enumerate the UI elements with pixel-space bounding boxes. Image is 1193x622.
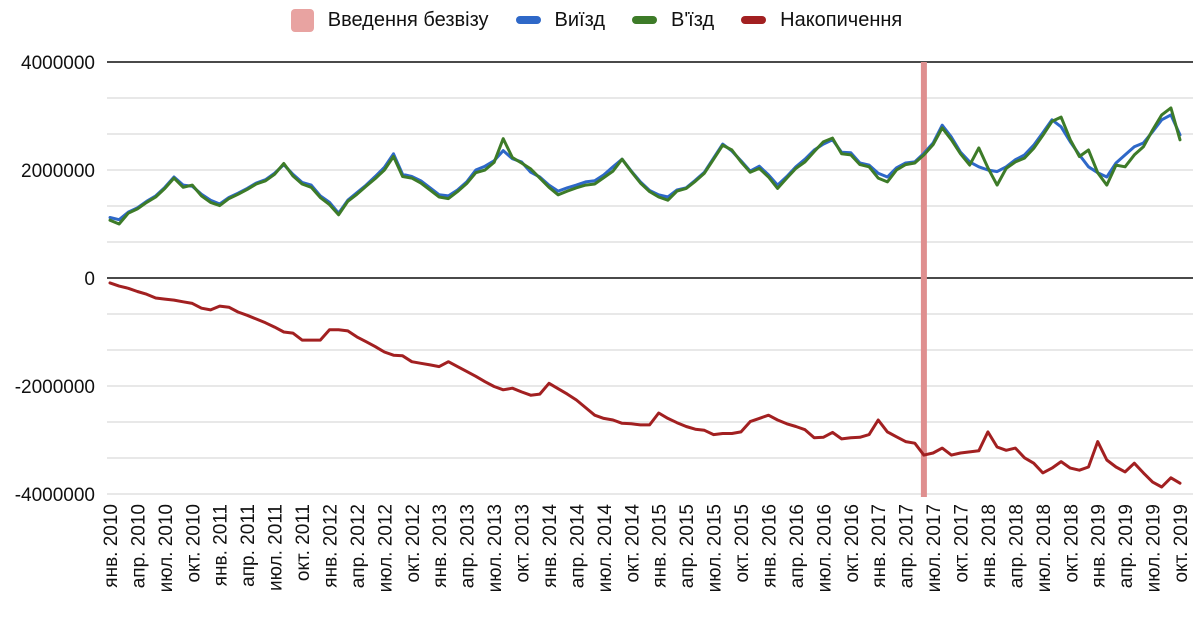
x-axis-label: янв. 2016	[760, 504, 781, 588]
y-axis-label: 0	[84, 269, 95, 290]
x-axis-label: янв. 2017	[869, 504, 890, 588]
x-axis-label: окт. 2014	[622, 504, 643, 583]
x-axis-label: июл. 2019	[1144, 504, 1165, 592]
legend-label: В'їзд	[671, 8, 715, 31]
x-axis-label: июл. 2014	[595, 504, 616, 593]
x-axis-label: июл. 2010	[156, 504, 177, 592]
line-swatch-icon	[741, 16, 767, 24]
x-axis-label: окт. 2016	[842, 504, 863, 583]
legend-item-entries: В'їзд	[632, 9, 714, 32]
y-axis-label: 4000000	[21, 53, 95, 74]
x-axis-label: янв. 2019	[1089, 504, 1110, 588]
x-axis-label: апр. 2010	[128, 504, 149, 588]
y-axis-label: -4000000	[15, 485, 95, 506]
y-axis-labels: 4000000 2000000 0 -2000000 -4000000	[15, 53, 95, 506]
visa-free-band	[920, 62, 927, 497]
legend-item-visa-free-band: Введення безвізу	[290, 8, 489, 32]
visa-free-band-layer	[920, 62, 927, 497]
x-axis-label: окт. 2013	[513, 504, 534, 583]
x-axis-label: апр. 2012	[348, 504, 369, 588]
x-axis-label: янв. 2013	[430, 504, 451, 588]
x-axis-label: апр. 2017	[897, 504, 918, 588]
series-line-entries	[108, 106, 1182, 226]
x-axis-label: апр. 2011	[238, 504, 259, 587]
x-axis-label: окт. 2011	[293, 504, 314, 581]
x-axis-label: окт. 2017	[952, 504, 973, 583]
x-axis-label: янв. 2010	[101, 504, 122, 588]
x-axis-label: янв. 2018	[979, 504, 1000, 588]
x-axis-label: окт. 2018	[1061, 504, 1082, 583]
x-axis-label: апр. 2019	[1116, 504, 1137, 588]
x-axis-label: янв. 2012	[321, 504, 342, 588]
x-axis-label: апр. 2016	[787, 504, 808, 588]
x-axis-label: июл. 2015	[705, 504, 726, 592]
x-axis-label: окт. 2019	[1171, 504, 1192, 583]
x-axis-label: апр. 2013	[458, 504, 479, 588]
x-axis-label: июл. 2016	[814, 504, 835, 592]
y-axis-label: -2000000	[15, 377, 95, 398]
x-axis-labels: янв. 2010 апр. 2010 июл. 2010 окт. 2010 янв.…	[101, 504, 1192, 593]
x-axis-label: апр. 2014	[567, 504, 588, 589]
series-line-departures	[108, 113, 1182, 222]
legend-label: Виїзд	[554, 8, 605, 31]
x-axis-label: июл. 2013	[485, 504, 506, 592]
x-axis-label: июл. 2017	[924, 504, 945, 592]
y-axis-label: 2000000	[21, 161, 95, 182]
legend-item-accumulation: Накопичення	[741, 9, 902, 32]
legend-label: Введення безвізу	[327, 8, 489, 31]
chart-legend: Введення безвізу Виїзд В'їзд Накопичення	[0, 3, 1193, 37]
gridlines	[107, 61, 1193, 495]
x-axis-label: окт. 2015	[732, 504, 753, 583]
x-axis-label: янв. 2011	[211, 504, 232, 586]
x-axis-label: июл. 2012	[375, 504, 396, 592]
x-axis-label: апр. 2018	[1006, 504, 1027, 588]
x-axis-label: июл. 2018	[1034, 504, 1055, 592]
line-swatch-icon	[632, 16, 657, 24]
line-swatch-icon	[515, 16, 541, 24]
legend-item-departures: Виїзд	[515, 8, 605, 32]
x-axis-label: апр. 2015	[677, 504, 698, 588]
band-swatch-icon	[290, 8, 314, 32]
x-axis-label: янв. 2014	[540, 504, 561, 588]
series-lines	[108, 106, 1182, 489]
x-axis-label: янв. 2015	[650, 504, 671, 588]
legend-label: Накопичення	[780, 8, 903, 31]
series-line-accumulation	[108, 281, 1182, 489]
x-axis-label: окт. 2012	[403, 504, 424, 583]
x-axis-label: окт. 2010	[183, 504, 204, 583]
x-axis-label: июл. 2011	[266, 504, 287, 591]
